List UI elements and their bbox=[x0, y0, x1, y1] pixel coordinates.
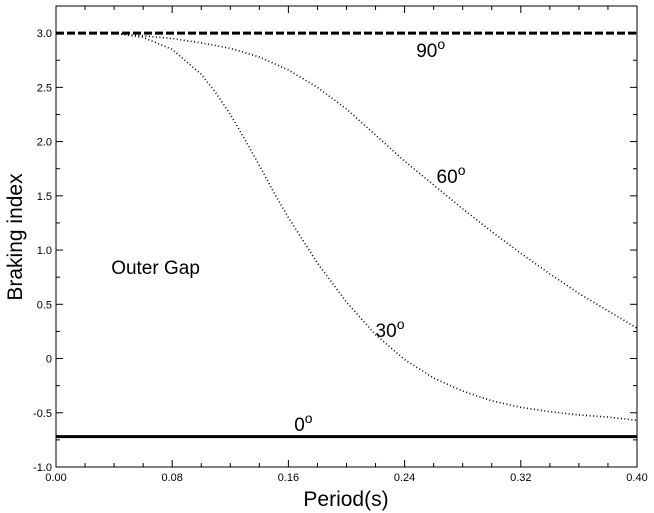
angle-label-0deg: 0o bbox=[294, 410, 313, 436]
angle-label-60deg: 60o bbox=[437, 162, 466, 188]
y-tick-label: 0 bbox=[46, 354, 52, 366]
x-axis-title: Period(s) bbox=[303, 488, 388, 511]
plot-frame bbox=[55, 5, 638, 468]
plot-area: 0.00 0.08 0.16 0.24 0.32 0.40 -1.0 -0.5 0 0.5 1.0 1… bbox=[33, 5, 648, 484]
region-label-outer-gap: Outer Gap bbox=[111, 258, 200, 279]
y-tick-label: -0.5 bbox=[33, 408, 52, 420]
series-line-60deg bbox=[114, 32, 638, 329]
y-tick-label: 2.5 bbox=[37, 82, 52, 94]
y-tick-label: 1.0 bbox=[37, 245, 52, 257]
series-layer bbox=[56, 31, 638, 439]
y-tick-label: 1.5 bbox=[37, 191, 52, 203]
y-tick-label: 3.0 bbox=[37, 28, 52, 40]
x-tick-label: 0.08 bbox=[161, 472, 182, 484]
y-tick-label: 0.5 bbox=[37, 299, 52, 311]
angle-label-90deg: 90o bbox=[416, 36, 445, 62]
x-tick-label: 0.00 bbox=[45, 472, 66, 484]
angle-label-30deg: 30o bbox=[376, 316, 405, 342]
y-tick-label: 2.0 bbox=[37, 137, 52, 149]
y-tick-label: -1.0 bbox=[33, 462, 52, 474]
x-tick-label: 0.24 bbox=[394, 472, 415, 484]
ticks-layer: 0.00 0.08 0.16 0.24 0.32 0.40 -1.0 -0.5 0 0.5 1.0 1… bbox=[33, 5, 648, 484]
x-tick-label: 0.16 bbox=[278, 472, 299, 484]
annotation-layer: 90o 60o 30o 0o bbox=[294, 36, 465, 436]
x-tick-label: 0.32 bbox=[510, 472, 531, 484]
series-line-30deg bbox=[113, 32, 638, 422]
y-axis-title: Braking index bbox=[4, 173, 27, 301]
x-tick-label: 0.40 bbox=[626, 472, 647, 484]
